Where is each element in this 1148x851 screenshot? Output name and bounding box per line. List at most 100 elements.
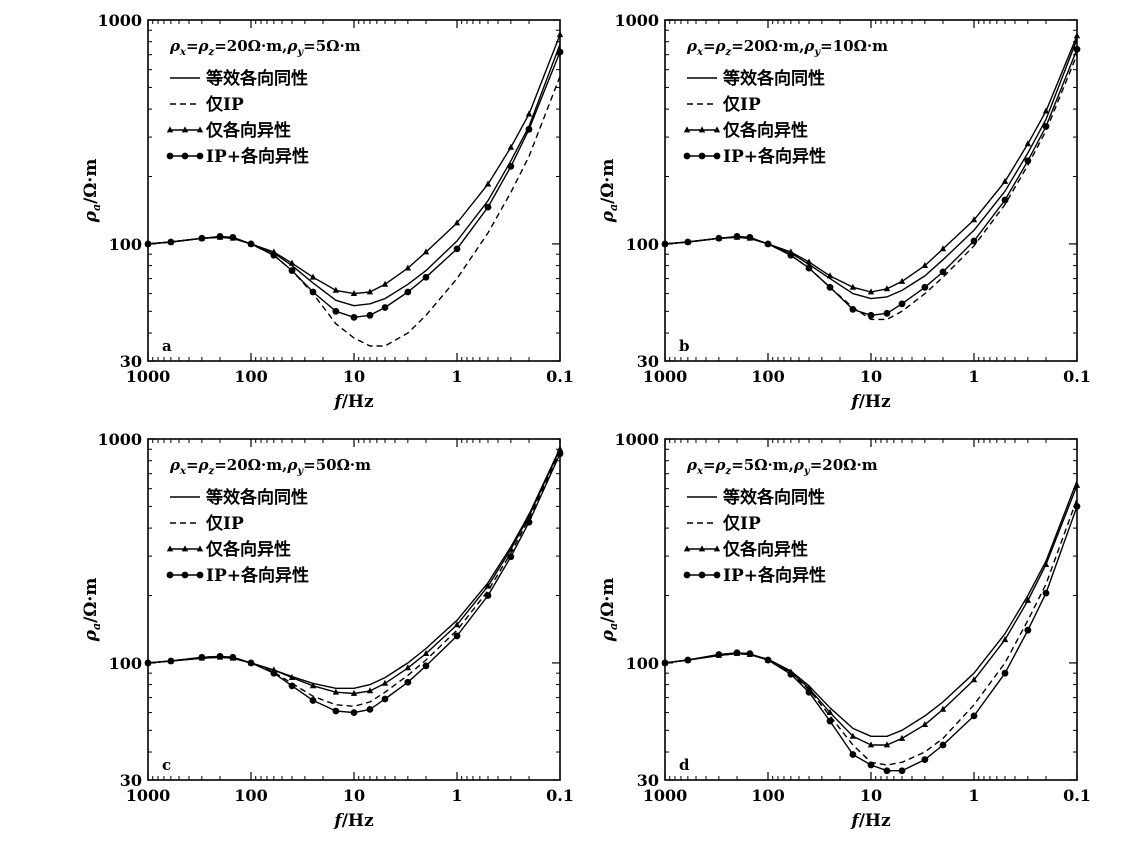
chart-title: ρx=ρz=20Ω·m,ρy=10Ω·m [686,37,888,58]
data-point-circle [484,592,492,599]
legend-marker-triangle [181,545,189,552]
legend-label: 仅IP [722,94,761,115]
data-point-triangle [381,679,389,686]
legend-label: 等效各向同性 [723,68,825,89]
data-point-triangle [332,688,340,695]
data-point-circle [381,695,389,703]
data-point-circle [1073,503,1081,510]
x-tick-label: 1 [968,786,979,805]
y-axis-label: ρa/Ω·m [598,578,620,643]
legend-marker-circle [181,571,189,579]
data-point-circle [332,307,340,315]
data-point-triangle [288,673,296,680]
data-point-circle [1024,157,1032,165]
data-point-circle [247,240,255,248]
x-tick-label: 0.1 [1063,786,1091,805]
data-point-circle [849,751,857,758]
data-point-triangle [404,264,412,271]
panel-label: d [679,756,690,774]
chart-panel-b: 1000 100 10 1 0.1 30 100 1000 f/Hz ρa/Ω·m b ρx=ρz=2… [598,11,1091,412]
data-point-circle [921,756,929,764]
legend-label: 等效各向同性 [206,487,308,508]
y-tick-label: 30 [637,771,659,790]
legend-marker-circle [713,571,721,579]
data-point-circle [1073,45,1081,53]
data-point-triangle [453,621,461,628]
data-point-triangle [898,277,906,284]
data-point-circle [167,238,175,246]
x-tick-label: 1 [451,367,462,386]
data-point-triangle [970,216,978,223]
data-point-triangle [805,258,813,265]
data-point-circle [939,741,947,749]
data-point-circle [247,659,255,667]
data-point-triangle [826,272,834,279]
data-point-circle [970,237,978,245]
chart-title: ρx=ρz=5Ω·m,ρy=20Ω·m [686,456,878,477]
legend-marker-circle [683,571,691,579]
data-point-circle [270,669,278,677]
data-point-circle [898,300,906,308]
legend-marker-circle [713,152,721,160]
x-tick-label: 1 [968,367,979,386]
x-tick-label: 100 [234,786,267,805]
y-tick-label: 1000 [614,11,659,30]
legend-label: 仅IP [205,513,244,534]
data-point-circle [883,309,891,317]
legend-label: 仅IP [722,513,761,534]
x-tick-label: 10 [343,786,365,805]
data-point-circle [422,273,430,281]
y-tick-label: 1000 [97,11,142,30]
panel-label: c [162,756,171,774]
x-tick-label: 100 [751,786,784,805]
data-point-triangle [1073,481,1081,488]
data-point-circle [507,553,515,561]
data-point-circle [826,717,834,725]
data-point-triangle [507,143,515,150]
data-point-circle [484,203,492,211]
data-point-triangle [404,664,412,671]
chart-panel-d: 1000 100 10 1 0.1 30 100 1000 f/Hz ρa/Ω·m d ρx=ρz=5… [598,430,1091,831]
y-tick-label: 100 [626,654,659,673]
legend-marker-triangle [698,126,706,133]
data-point-triangle [883,285,891,292]
data-point-circle [144,240,152,248]
legend-label: 仅各向异性 [722,539,808,560]
data-point-circle [167,657,175,665]
data-point-circle [1042,589,1050,597]
chart-panel-a: 1000 100 10 1 0.1 30 100 1000 f/Hz ρa/Ω·m a ρx=ρz=2… [81,11,574,412]
data-point-triangle [1024,596,1032,603]
data-point-triangle [309,273,317,280]
chart-title: ρx=ρz=20Ω·m,ρy=5Ω·m [169,37,361,58]
panel-label: a [162,337,172,355]
data-point-circle [733,649,741,657]
data-point-circle [332,707,340,715]
data-point-circle [746,233,754,241]
x-tick-label: 0.1 [546,367,574,386]
x-axis-label: f/Hz [333,811,374,831]
legend-marker-circle [166,571,174,579]
legend-marker-triangle [166,545,174,552]
data-point-circle [849,305,857,313]
data-point-circle [867,311,875,319]
data-point-circle [661,240,669,248]
data-point-circle [216,233,224,240]
data-point-circle [1024,626,1032,634]
data-point-circle [404,678,412,686]
legend-label: 仅各向异性 [722,120,808,141]
y-tick-label: 30 [120,352,142,371]
data-point-circle [826,283,834,291]
x-tick-label: 1 [451,786,462,805]
data-point-circle [733,233,741,240]
legend-label: 仅IP [205,94,244,115]
data-point-circle [350,313,358,321]
x-axis-label: f/Hz [850,811,891,831]
data-point-circle [404,288,412,296]
data-point-circle [216,652,224,660]
data-point-triangle [939,245,947,252]
y-tick-label: 1000 [97,430,142,449]
x-axis-label: f/Hz [333,392,374,412]
data-point-circle [288,267,296,275]
legend-marker-triangle [181,126,189,133]
